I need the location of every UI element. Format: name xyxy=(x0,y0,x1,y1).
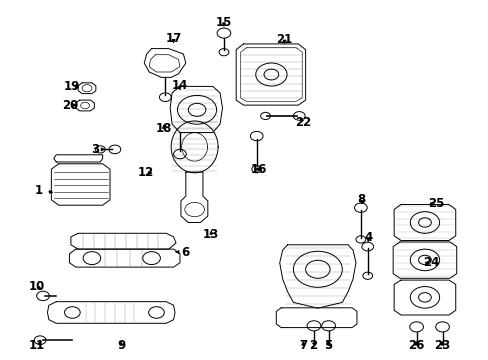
Text: 7: 7 xyxy=(299,339,306,352)
Text: 18: 18 xyxy=(155,122,172,135)
Text: 12: 12 xyxy=(137,166,154,179)
Text: 13: 13 xyxy=(203,228,219,240)
Text: 19: 19 xyxy=(64,80,81,93)
Text: 22: 22 xyxy=(294,116,311,129)
Text: 9: 9 xyxy=(117,339,125,352)
Text: 21: 21 xyxy=(276,33,292,46)
Text: 8: 8 xyxy=(357,193,365,206)
Text: 3: 3 xyxy=(91,143,105,156)
Text: 15: 15 xyxy=(215,16,232,29)
Text: 16: 16 xyxy=(250,163,267,176)
Text: 6: 6 xyxy=(176,246,189,258)
Text: 17: 17 xyxy=(165,32,182,45)
Text: 11: 11 xyxy=(28,339,45,352)
Text: 24: 24 xyxy=(422,256,439,269)
Text: 4: 4 xyxy=(364,231,371,244)
Text: 14: 14 xyxy=(171,79,188,92)
Text: 26: 26 xyxy=(407,339,424,352)
Text: 5: 5 xyxy=(324,339,332,352)
Text: 25: 25 xyxy=(427,197,444,210)
Text: 2: 2 xyxy=(308,339,316,352)
Text: 20: 20 xyxy=(61,99,78,112)
Text: 10: 10 xyxy=(28,280,45,293)
Text: 1: 1 xyxy=(35,184,52,197)
Text: 23: 23 xyxy=(433,339,450,352)
